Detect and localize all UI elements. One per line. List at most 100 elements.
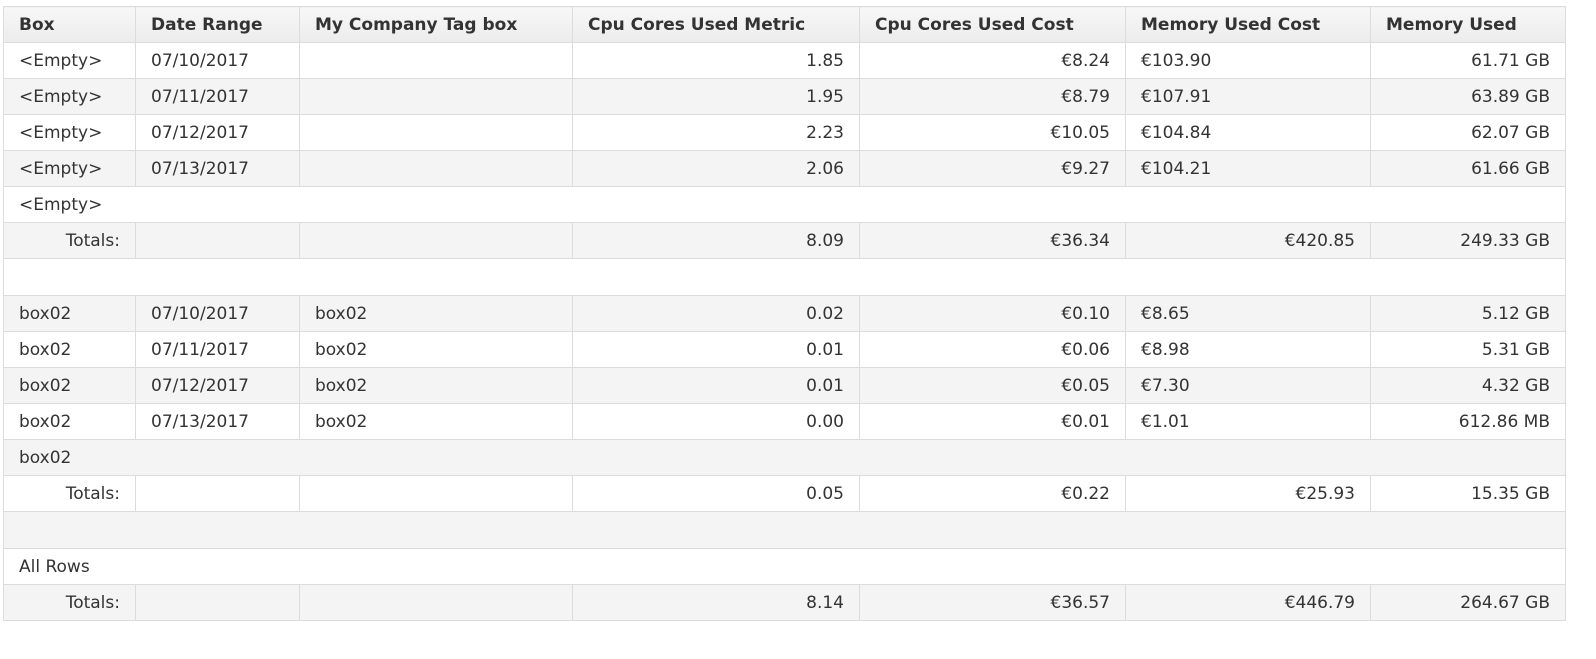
cell-box: box02: [3, 331, 136, 368]
cell-memory-used: 61.66 GB: [1370, 150, 1566, 187]
totals-cpu-cost: €36.34: [859, 222, 1126, 259]
cell-cpu-metric: 0.01: [572, 367, 860, 404]
cell-cpu-metric: 0.01: [572, 331, 860, 368]
group-separator-row: [3, 258, 1566, 296]
table-row[interactable]: box02 07/11/2017 box02 0.01 €0.06 €8.98 …: [3, 331, 1566, 368]
cell-cpu-cost: €10.05: [859, 114, 1126, 151]
column-header-company-tag[interactable]: My Company Tag box: [299, 6, 573, 43]
cell-memory-used: 5.12 GB: [1370, 295, 1566, 332]
cell-box: <Empty>: [3, 150, 136, 187]
all-rows-label-row[interactable]: All Rows: [3, 548, 1566, 585]
group-separator-row: [3, 511, 1566, 549]
table-row[interactable]: <Empty> 07/13/2017 2.06 €9.27 €104.21 61…: [3, 150, 1566, 187]
cell-cpu-cost: €0.01: [859, 403, 1126, 440]
all-rows-label: All Rows: [3, 548, 1566, 585]
separator-cell: [3, 511, 1566, 549]
group-label-row[interactable]: <Empty>: [3, 186, 1566, 223]
cell-memory-cost: €104.21: [1125, 150, 1371, 187]
grand-totals-memory-cost: €446.79: [1125, 584, 1371, 621]
totals-date: [135, 475, 300, 512]
cell-memory-used: 4.32 GB: [1370, 367, 1566, 404]
grand-totals-cpu-cost: €36.57: [859, 584, 1126, 621]
cell-cpu-cost: €0.06: [859, 331, 1126, 368]
cell-date: 07/11/2017: [135, 331, 300, 368]
cell-box: <Empty>: [3, 42, 136, 79]
cell-cpu-cost: €8.24: [859, 42, 1126, 79]
cell-cpu-metric: 2.06: [572, 150, 860, 187]
cell-cpu-cost: €0.10: [859, 295, 1126, 332]
totals-label: Totals:: [3, 475, 136, 512]
cell-box: <Empty>: [3, 78, 136, 115]
group-label: box02: [3, 439, 1566, 476]
totals-label: Totals:: [3, 222, 136, 259]
column-header-date-range[interactable]: Date Range: [135, 6, 300, 43]
totals-tag: [299, 222, 573, 259]
totals-cpu-cost: €0.22: [859, 475, 1126, 512]
grand-totals-date: [135, 584, 300, 621]
column-header-cpu-metric[interactable]: Cpu Cores Used Metric: [572, 6, 860, 43]
cell-cpu-metric: 1.85: [572, 42, 860, 79]
group-label-row[interactable]: box02: [3, 439, 1566, 476]
cell-memory-used: 5.31 GB: [1370, 331, 1566, 368]
cell-memory-cost: €107.91: [1125, 78, 1371, 115]
cell-tag: box02: [299, 295, 573, 332]
cell-memory-used: 62.07 GB: [1370, 114, 1566, 151]
cell-date: 07/13/2017: [135, 150, 300, 187]
separator-cell: [3, 258, 1566, 296]
cell-tag: [299, 150, 573, 187]
cell-memory-used: 61.71 GB: [1370, 42, 1566, 79]
totals-cpu-metric: 8.09: [572, 222, 860, 259]
totals-tag: [299, 475, 573, 512]
totals-memory-used: 15.35 GB: [1370, 475, 1566, 512]
cell-cpu-cost: €8.79: [859, 78, 1126, 115]
cell-tag: box02: [299, 367, 573, 404]
cell-date: 07/12/2017: [135, 114, 300, 151]
cell-box: box02: [3, 367, 136, 404]
table-row[interactable]: <Empty> 07/11/2017 1.95 €8.79 €107.91 63…: [3, 78, 1566, 115]
cell-box: <Empty>: [3, 114, 136, 151]
table-row[interactable]: box02 07/10/2017 box02 0.02 €0.10 €8.65 …: [3, 295, 1566, 332]
table-row[interactable]: <Empty> 07/10/2017 1.85 €8.24 €103.90 61…: [3, 42, 1566, 79]
column-header-memory-cost[interactable]: Memory Used Cost: [1125, 6, 1371, 43]
cell-date: 07/12/2017: [135, 367, 300, 404]
cell-box: box02: [3, 403, 136, 440]
grand-totals-cpu-metric: 8.14: [572, 584, 860, 621]
group-label: <Empty>: [3, 186, 1566, 223]
cell-cpu-metric: 0.02: [572, 295, 860, 332]
cell-tag: [299, 42, 573, 79]
cell-date: 07/11/2017: [135, 78, 300, 115]
cell-cpu-metric: 1.95: [572, 78, 860, 115]
cell-date: 07/10/2017: [135, 42, 300, 79]
cell-cpu-cost: €9.27: [859, 150, 1126, 187]
cell-tag: [299, 114, 573, 151]
totals-memory-cost: €25.93: [1125, 475, 1371, 512]
cell-cpu-cost: €0.05: [859, 367, 1126, 404]
group-totals-row: Totals: 8.09 €36.34 €420.85 249.33 GB: [3, 222, 1566, 259]
column-header-cpu-cost[interactable]: Cpu Cores Used Cost: [859, 6, 1126, 43]
column-header-memory-used[interactable]: Memory Used: [1370, 6, 1566, 43]
cell-memory-cost: €8.98: [1125, 331, 1371, 368]
cell-memory-cost: €7.30: [1125, 367, 1371, 404]
cell-memory-cost: €8.65: [1125, 295, 1371, 332]
column-header-box[interactable]: Box: [3, 6, 136, 43]
cell-date: 07/13/2017: [135, 403, 300, 440]
grand-totals-tag: [299, 584, 573, 621]
report-table-container: Box Date Range My Company Tag box Cpu Co…: [3, 6, 1566, 621]
cell-memory-cost: €104.84: [1125, 114, 1371, 151]
cell-memory-used: 63.89 GB: [1370, 78, 1566, 115]
cell-tag: [299, 78, 573, 115]
table-row[interactable]: box02 07/12/2017 box02 0.01 €0.05 €7.30 …: [3, 367, 1566, 404]
grand-totals-row: Totals: 8.14 €36.57 €446.79 264.67 GB: [3, 584, 1566, 621]
totals-memory-cost: €420.85: [1125, 222, 1371, 259]
totals-cpu-metric: 0.05: [572, 475, 860, 512]
totals-date: [135, 222, 300, 259]
report-table: Box Date Range My Company Tag box Cpu Co…: [3, 6, 1566, 621]
cell-box: box02: [3, 295, 136, 332]
table-row[interactable]: box02 07/13/2017 box02 0.00 €0.01 €1.01 …: [3, 403, 1566, 440]
group-totals-row: Totals: 0.05 €0.22 €25.93 15.35 GB: [3, 475, 1566, 512]
header-row: Box Date Range My Company Tag box Cpu Co…: [3, 6, 1566, 43]
totals-memory-used: 249.33 GB: [1370, 222, 1566, 259]
cell-cpu-metric: 2.23: [572, 114, 860, 151]
cell-memory-used: 612.86 MB: [1370, 403, 1566, 440]
table-row[interactable]: <Empty> 07/12/2017 2.23 €10.05 €104.84 6…: [3, 114, 1566, 151]
